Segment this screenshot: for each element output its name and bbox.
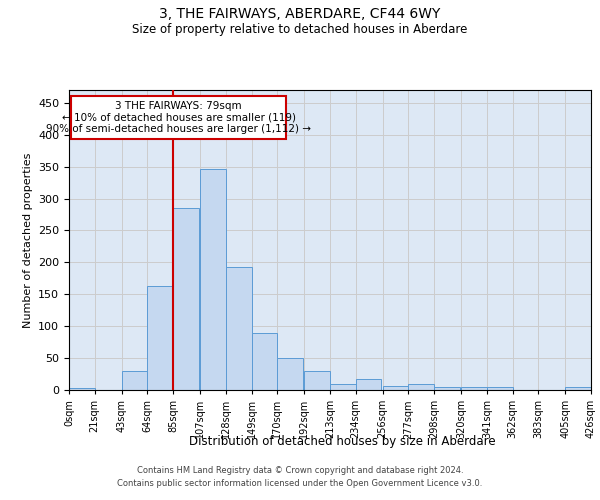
Bar <box>277 358 303 390</box>
Text: Contains HM Land Registry data © Crown copyright and database right 2024.
Contai: Contains HM Land Registry data © Crown c… <box>118 466 482 487</box>
Bar <box>330 384 356 390</box>
Text: ← 10% of detached houses are smaller (119): ← 10% of detached houses are smaller (11… <box>62 112 296 122</box>
Bar <box>565 387 591 390</box>
Bar <box>461 387 487 390</box>
FancyBboxPatch shape <box>71 96 286 139</box>
Y-axis label: Number of detached properties: Number of detached properties <box>23 152 32 328</box>
Bar <box>200 168 226 390</box>
Bar <box>434 388 460 390</box>
Bar <box>148 286 173 390</box>
Text: 90% of semi-detached houses are larger (1,112) →: 90% of semi-detached houses are larger (… <box>46 124 311 134</box>
Bar <box>122 371 148 390</box>
Text: Distribution of detached houses by size in Aberdare: Distribution of detached houses by size … <box>188 435 496 448</box>
Bar <box>226 268 251 390</box>
Bar <box>356 379 382 390</box>
Bar <box>383 386 409 390</box>
Bar <box>173 208 199 390</box>
Text: 3 THE FAIRWAYS: 79sqm: 3 THE FAIRWAYS: 79sqm <box>115 101 242 111</box>
Bar <box>251 332 277 390</box>
Bar <box>304 371 330 390</box>
Text: 3, THE FAIRWAYS, ABERDARE, CF44 6WY: 3, THE FAIRWAYS, ABERDARE, CF44 6WY <box>160 8 440 22</box>
Bar <box>487 388 512 390</box>
Text: Size of property relative to detached houses in Aberdare: Size of property relative to detached ho… <box>133 22 467 36</box>
Bar <box>69 388 95 390</box>
Bar <box>409 384 434 390</box>
